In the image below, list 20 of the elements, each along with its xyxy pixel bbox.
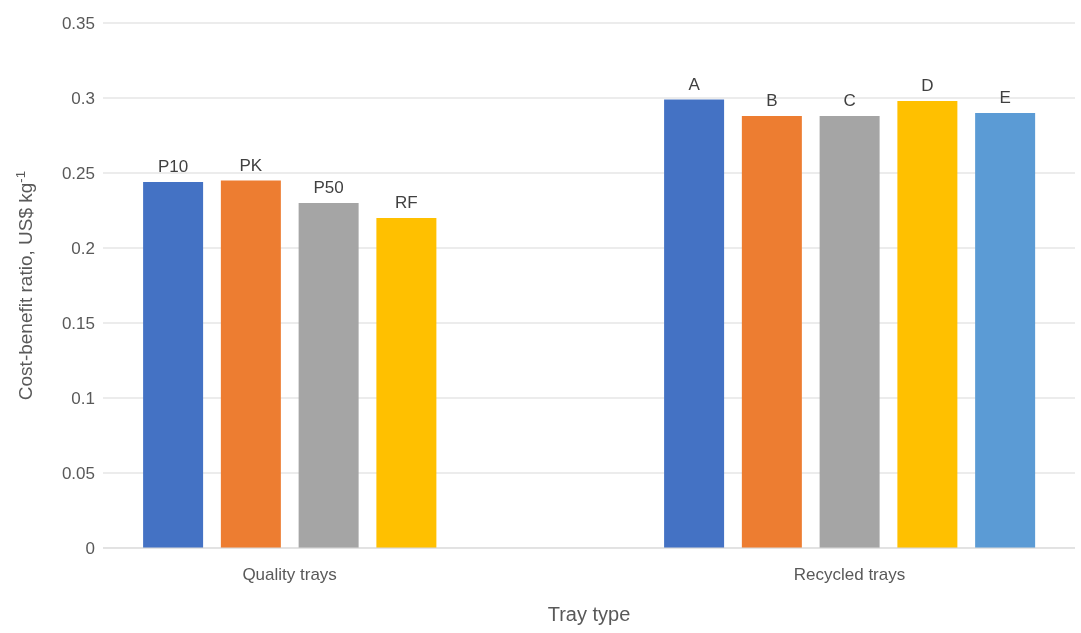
y-tick-label: 0.3 bbox=[71, 89, 95, 109]
x-tick-label: Quality trays bbox=[242, 565, 337, 585]
x-axis-title: Tray type bbox=[547, 603, 631, 625]
y-tick-label: 0.1 bbox=[71, 389, 95, 409]
y-tick-label: 0.25 bbox=[61, 164, 95, 184]
series-label: P10 bbox=[157, 157, 189, 176]
y-tick-label: 0.15 bbox=[61, 314, 95, 334]
y-tick-label: 0.35 bbox=[61, 14, 95, 34]
y-tick-label: 0.2 bbox=[71, 239, 95, 259]
series-label: A bbox=[688, 74, 701, 94]
series-label: D bbox=[921, 76, 934, 95]
y-tick-label: 0 bbox=[85, 539, 95, 559]
x-tick-label: Recycled trays bbox=[793, 565, 906, 585]
series-label: B bbox=[766, 91, 778, 110]
series-label: C bbox=[843, 91, 856, 110]
series-label: P50 bbox=[313, 178, 344, 197]
series-label: E bbox=[999, 88, 1011, 107]
series-label: RF bbox=[395, 193, 418, 212]
series-label: PK bbox=[239, 155, 263, 175]
y-tick-label: 0.05 bbox=[61, 464, 95, 484]
